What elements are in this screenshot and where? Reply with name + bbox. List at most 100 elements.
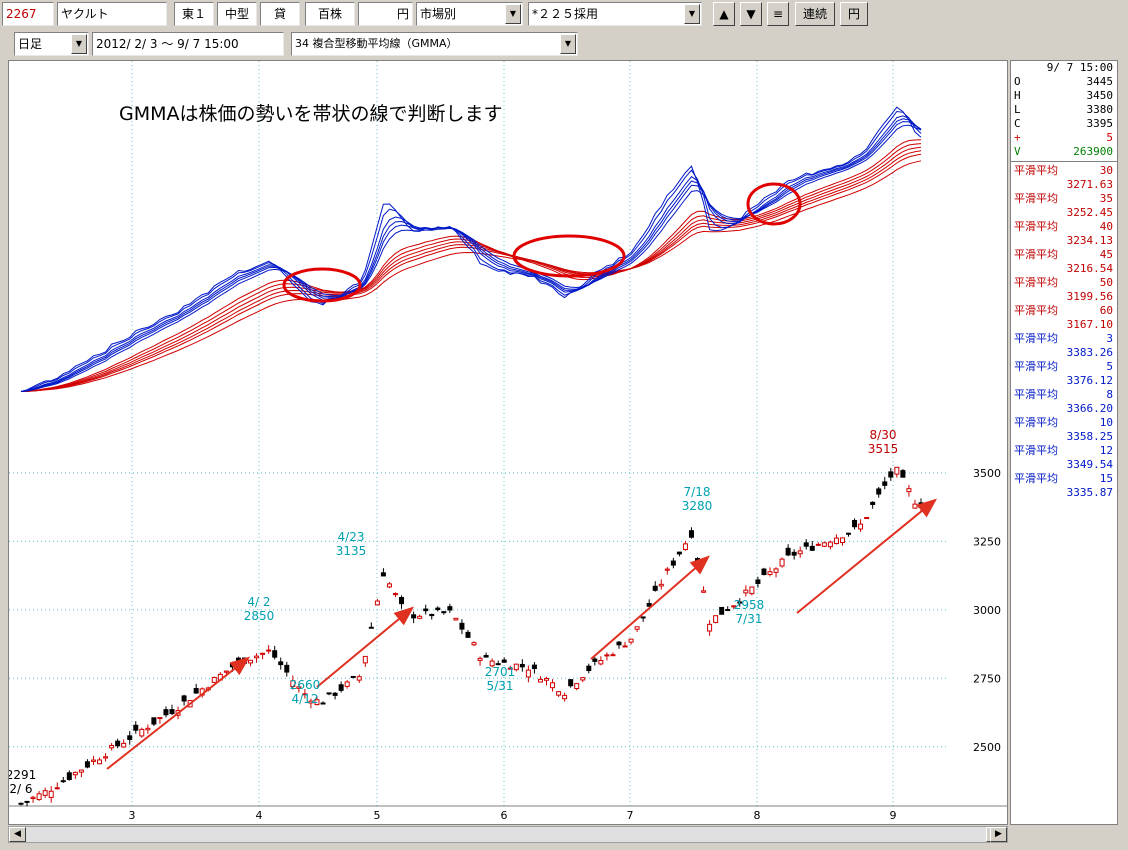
ma-label: 平滑平均 <box>1014 276 1058 289</box>
name-field: ヤクルト <box>57 2 167 26</box>
candle-body <box>882 481 888 486</box>
candle-body <box>580 677 586 681</box>
lend-field: 貸 <box>260 2 300 26</box>
indicator-select[interactable]: 34 複合型移動平均線（GMMA） ▼ <box>291 32 578 56</box>
ohlc-value: 3380 <box>1086 103 1114 116</box>
candle-body <box>852 519 858 528</box>
candle-body <box>682 543 688 550</box>
candle-body <box>839 537 845 544</box>
chart-area[interactable]: 34567893500325030002750250022912/ 64/ 22… <box>8 60 1008 825</box>
candle-body <box>163 709 169 716</box>
candle-body <box>169 709 175 715</box>
candle-body <box>477 657 483 661</box>
ma-label: 平滑平均 <box>1014 360 1058 373</box>
chevron-down-icon[interactable]: ▼ <box>71 34 87 54</box>
candle-body <box>870 501 876 505</box>
candle-body <box>640 616 646 619</box>
highlight-circle <box>512 234 626 278</box>
ma-label-row: 平滑平均 30 <box>1011 164 1117 178</box>
month-label: 4 <box>256 809 263 822</box>
ma-period: 8 <box>1106 388 1113 401</box>
ma-label: 平滑平均 <box>1014 388 1058 401</box>
trend-arrow <box>316 606 415 688</box>
candle-body <box>18 802 24 805</box>
chevron-down-icon[interactable]: ▼ <box>684 4 700 24</box>
ohlc-value: 263900 <box>1073 145 1113 158</box>
ma-label-row: 平滑平均 5 <box>1011 360 1117 374</box>
ma-label-row: 平滑平均 50 <box>1011 276 1117 290</box>
continuous-button[interactable]: 連続 <box>795 2 835 26</box>
candle-body <box>749 586 755 595</box>
gmma-short-line <box>20 106 922 392</box>
ma-label-row: 平滑平均 15 <box>1011 472 1117 486</box>
candle-body <box>827 541 833 548</box>
ma-label: 平滑平均 <box>1014 416 1058 429</box>
candle-body <box>223 670 229 673</box>
up-button[interactable]: ▲ <box>713 2 735 26</box>
horizontal-scrollbar[interactable]: ◀ ▶ <box>8 826 1008 843</box>
candle-body <box>465 631 471 638</box>
ohlc-row: C 3395 <box>1011 117 1117 131</box>
month-label: 6 <box>501 809 508 822</box>
toolbar-bottom: 日足 ▼ 2012/ 2/ 3 ～ 9/ 7 15:00 34 複合型移動平均線（… <box>0 32 1128 62</box>
ma-value: 3216.54 <box>1066 262 1113 275</box>
candle-body <box>248 659 254 664</box>
gmma-short-line <box>20 121 922 392</box>
candle-body <box>574 683 580 689</box>
gmma-long-line <box>20 143 922 392</box>
highlight-circle <box>746 182 802 226</box>
down-button[interactable]: ▼ <box>740 2 762 26</box>
ma-value: 3234.13 <box>1066 234 1113 247</box>
scroll-left-icon[interactable]: ◀ <box>9 827 26 842</box>
candle-body <box>815 543 821 546</box>
candle-body <box>598 660 604 665</box>
candle-body <box>628 638 634 643</box>
ma-value: 3376.12 <box>1066 374 1113 387</box>
group-select[interactable]: 市場別 ▼ <box>416 2 523 26</box>
ma-value: 3167.10 <box>1066 318 1113 331</box>
candle-body <box>592 658 598 662</box>
ma-value-row: 3383.26 <box>1011 346 1117 360</box>
candle-body <box>60 780 66 783</box>
trend-arrow <box>796 498 938 614</box>
candle-body <box>501 659 507 663</box>
candle-body <box>133 724 139 731</box>
ma-period: 35 <box>1099 192 1113 205</box>
index-select-value: *２２５採用 <box>532 7 599 21</box>
annotation-price: 2/ 6 <box>9 782 32 796</box>
candle-body <box>103 756 109 759</box>
candle-body <box>737 601 743 604</box>
candle-body <box>900 470 906 478</box>
chevron-down-icon[interactable]: ▼ <box>560 34 576 54</box>
candle-body <box>809 545 815 551</box>
ma-period: 12 <box>1099 444 1113 457</box>
candle-body <box>688 530 694 538</box>
index-select[interactable]: *２２５採用 ▼ <box>528 2 702 26</box>
candle-body <box>562 694 568 700</box>
gmma-short-line <box>20 115 922 392</box>
ma-period: 15 <box>1099 472 1113 485</box>
candle-body <box>368 626 374 629</box>
divider <box>1011 161 1117 162</box>
candle-body <box>235 657 241 661</box>
month-label: 7 <box>627 809 634 822</box>
ma-label: 平滑平均 <box>1014 304 1058 317</box>
price-tick-label: 3250 <box>973 535 1001 548</box>
ma-value: 3252.45 <box>1066 206 1113 219</box>
yen-button[interactable]: 円 <box>840 2 868 26</box>
market-field: 東１ <box>174 2 214 26</box>
menu-button[interactable]: ≡ <box>767 2 789 26</box>
period-select[interactable]: 日足 ▼ <box>14 32 89 56</box>
unit-field: 百株 <box>305 2 355 26</box>
scroll-right-icon[interactable]: ▶ <box>990 827 1007 842</box>
ma-label-row: 平滑平均 40 <box>1011 220 1117 234</box>
chevron-down-icon[interactable]: ▼ <box>505 4 521 24</box>
candle-body <box>435 607 441 611</box>
candle-body <box>888 471 894 478</box>
ma-period: 60 <box>1099 304 1113 317</box>
code-input[interactable]: 2267 <box>2 2 54 26</box>
candle-body <box>864 516 870 519</box>
candle-body <box>30 796 36 800</box>
ma-period: 50 <box>1099 276 1113 289</box>
ohlc-key: L <box>1014 103 1021 116</box>
